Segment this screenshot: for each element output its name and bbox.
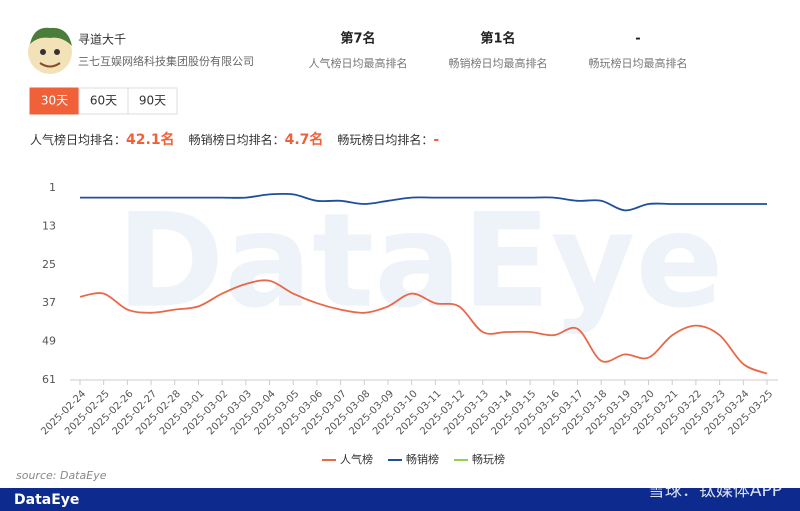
tab-label[interactable]: 90天 [139,94,166,108]
y-tick-label: 37 [42,296,56,309]
stat-label: 畅销榜日均最高排名 [449,56,548,70]
stat-label: 人气榜日均最高排名 [309,56,408,70]
summary: 人气榜日均排名：42.1名 畅销榜日均排名：4.7名 畅玩榜日均排名：- [30,131,439,148]
summary-value: - [433,132,439,148]
y-tick-label: 13 [42,219,56,232]
avatar [28,27,72,74]
stat-value: 第7名 [340,31,375,47]
legend-label[interactable]: 人气榜 [340,452,373,466]
tab[interactable] [127,87,178,115]
tab[interactable] [78,87,129,115]
series-line [79,279,768,375]
legend-label[interactable]: 畅玩榜 [472,452,505,466]
footer-bar [0,488,800,511]
legend-label[interactable]: 畅销榜 [406,452,439,466]
tab-label[interactable]: 30天 [41,94,68,108]
summary-value: 42.1名 [126,131,175,148]
summary-label: 畅玩榜日均排名： [337,132,433,147]
stat-label: 畅玩榜日均最高排名 [589,56,688,70]
source: source: DataEye [16,469,107,482]
app-name: 寻道大千 [78,33,126,47]
y-tick-label: 49 [42,335,56,348]
summary-label: 畅销榜日均排名： [189,132,285,147]
stat-value: 第1名 [480,31,515,47]
y-tick-label: 61 [42,373,56,386]
tab-label[interactable]: 60天 [90,94,117,108]
y-tick-label: 25 [42,258,56,271]
watermark: DataEye [116,185,723,337]
summary-value: 4.7名 [285,131,324,148]
y-tick-label: 1 [49,181,56,194]
footer-brand: DataEye [14,492,79,508]
summary-label: 人气榜日均排名： [30,132,126,147]
app-company: 三七互娱网络科技集团股份有限公司 [78,54,254,68]
stat-value: - [635,32,640,47]
series-line [80,192,767,212]
footer-watermark: 雪球：钛媒体APP [648,481,782,501]
